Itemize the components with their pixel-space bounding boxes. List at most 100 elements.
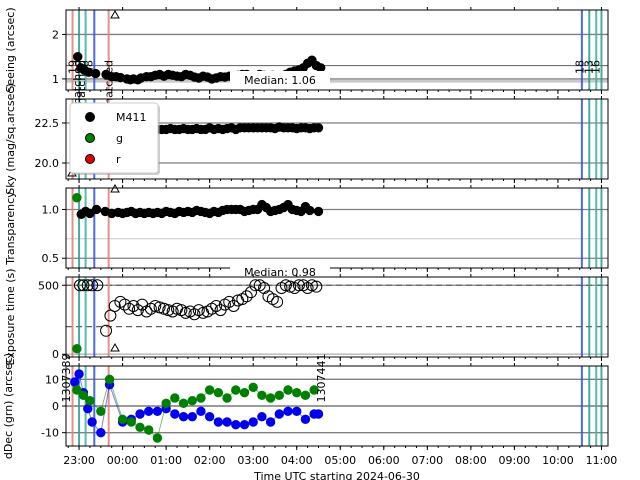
point-offsets-dRA — [248, 417, 258, 427]
point-offsets-dRA — [87, 417, 97, 427]
point-exposure-M411 — [292, 279, 305, 292]
point-offsets-dRA — [292, 406, 302, 417]
point-exposure-M411 — [91, 279, 104, 292]
xtick-label: 10:00 — [542, 454, 574, 467]
point-seeing-M411 — [315, 63, 326, 73]
point-offsets-dDec — [239, 387, 250, 398]
ytick-label-offsets: -10 — [41, 427, 59, 440]
panel-bg-transparency — [66, 188, 608, 268]
point-offsets-dRA — [144, 406, 154, 417]
legend-marker-r — [85, 154, 95, 164]
point-exposure-M411 — [73, 279, 86, 292]
point-exposure-M411 — [100, 324, 113, 337]
point-offsets-dRA — [152, 406, 163, 417]
point-exposure-M411 — [240, 290, 253, 303]
point-exposure-M411 — [81, 279, 94, 292]
triangle-marker — [110, 342, 120, 352]
annotation-seeing: Median: 1.06 — [244, 74, 316, 87]
ytick-label-offsets: 0 — [52, 400, 59, 413]
panel-frame-sky — [65, 98, 609, 180]
ytick-label-transparency: 1.0 — [42, 203, 60, 216]
annotation-transparency: Median: 0.98 — [244, 266, 316, 279]
point-exposure-M411 — [127, 299, 140, 312]
point-offsets-dRA — [178, 411, 189, 422]
point-offsets-dRA — [222, 417, 232, 427]
ytick-label-seeing: 2 — [52, 28, 59, 41]
point-exposure-M411 — [245, 286, 258, 299]
point-exposure-M411 — [223, 295, 236, 308]
legend-label-g: g — [116, 132, 123, 145]
point-offsets-dDec — [104, 374, 115, 385]
point-offsets-dRA — [204, 411, 215, 422]
vline-label: matched — [103, 60, 116, 109]
point-offsets-dRA — [187, 411, 197, 422]
offset-label-1: 1307441 — [315, 354, 328, 403]
ytick-label-seeing: 1 — [52, 73, 59, 86]
point-offsets-dRA — [257, 411, 267, 422]
xtick-label: 05:00 — [324, 454, 356, 467]
point-offsets-dDec — [126, 417, 137, 427]
ylabel-offsets: dDec (grn) (arcsec) — [2, 353, 15, 459]
legend-label-r: r — [116, 153, 121, 166]
point-seeing-M411 — [73, 51, 83, 62]
point-offsets-dRA — [231, 419, 241, 430]
point-offsets-dDec — [152, 433, 163, 443]
vline-label: 13 — [582, 60, 595, 74]
xtick-label: 08:00 — [455, 454, 487, 467]
point-offsets-dDec — [117, 414, 128, 425]
panel-bg-exposure — [66, 277, 608, 357]
point-exposure-M411 — [104, 309, 117, 322]
point-exposure-M411 — [271, 295, 284, 308]
point-exposure-M411 — [249, 279, 262, 292]
point-offsets-dDec — [309, 385, 319, 395]
legend-marker-M411 — [85, 112, 95, 122]
point-offsets-dDec — [135, 422, 145, 433]
point-offsets-dDec — [248, 382, 258, 393]
point-offsets-dDec — [178, 398, 189, 409]
point-exposure-M411 — [77, 279, 90, 292]
xtick-label: 02:00 — [194, 454, 226, 467]
point-offsets-dDec — [187, 395, 197, 406]
legend-marker-g — [85, 133, 95, 143]
point-offsets-dDec — [96, 406, 106, 417]
panel-frame-exposure — [65, 276, 609, 358]
point-offsets-dDec — [283, 385, 293, 395]
xtick-label: 11:00 — [586, 454, 618, 467]
ytick-label-exposure: 500 — [38, 279, 59, 292]
ytick-label-sky: 22.5 — [35, 117, 60, 130]
point-exposure-M411 — [188, 308, 201, 321]
vline-label: matched — [71, 60, 84, 109]
point-offsets-dDec — [274, 390, 285, 401]
point-seeing-M411 — [90, 68, 101, 79]
xtick-label: 07:00 — [411, 454, 443, 467]
ylabel-seeing: Seeing (arcsec) — [4, 7, 17, 92]
ytick-label-transparency: 0.5 — [42, 252, 60, 265]
point-transparency-g — [72, 193, 82, 203]
vline-label: 18 — [574, 60, 587, 74]
point-transparency-M411 — [313, 206, 324, 217]
ylabel-sky: Sky (mag/sq.arcsec) — [4, 83, 17, 195]
vline-label: 18 — [83, 60, 96, 74]
point-exposure-M411 — [86, 279, 99, 292]
xtick-label: 03:00 — [237, 454, 269, 467]
point-exposure-M411 — [210, 299, 223, 312]
point-offsets-dDec — [85, 395, 95, 406]
annotation-box-seeing — [230, 71, 330, 89]
point-offsets-dRA — [196, 406, 206, 417]
point-offsets-dDec — [213, 387, 224, 398]
point-offsets-dRA — [265, 417, 276, 427]
legend-label-M411: M411 — [116, 111, 147, 124]
point-offsets-dDec — [231, 385, 241, 395]
xlabel: Time UTC starting 2024-06-30 — [253, 470, 420, 480]
ytick-label-offsets: 10 — [45, 373, 59, 386]
ylabel-exposure: Exposure time (s) — [4, 268, 17, 365]
point-offsets-dRA — [239, 419, 250, 430]
point-offsets-dDec — [292, 387, 302, 398]
point-transparency-M411 — [305, 205, 315, 216]
point-sky-M411 — [313, 123, 324, 133]
point-offsets-dDec — [78, 390, 89, 401]
point-offsets-dRA — [213, 417, 224, 427]
xtick-label: 04:00 — [281, 454, 313, 467]
triangle-marker — [110, 9, 120, 19]
point-offsets-dDec — [72, 385, 82, 395]
